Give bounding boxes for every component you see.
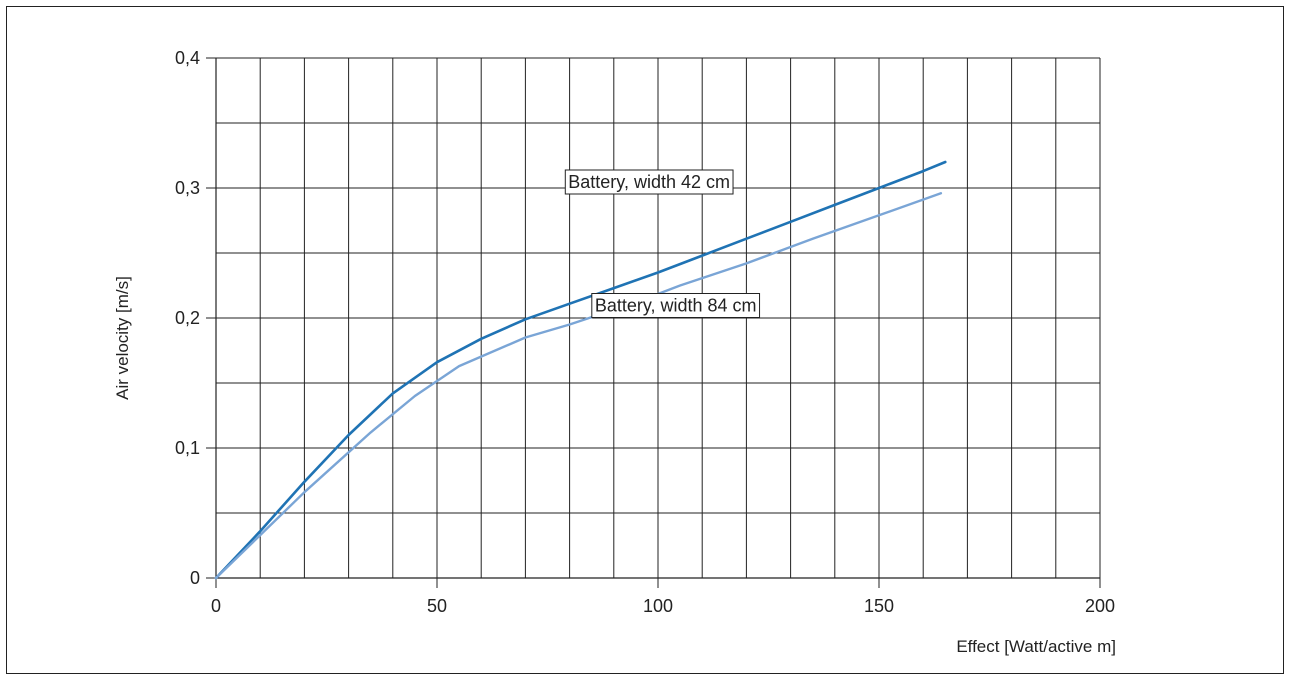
y-tick-label: 0,1 xyxy=(175,438,200,458)
series-labels: Battery, width 42 cm Battery, width 84 cm xyxy=(564,169,761,318)
x-tick-label: 50 xyxy=(427,596,447,616)
x-tick-label: 150 xyxy=(864,596,894,616)
x-tick-label: 100 xyxy=(643,596,673,616)
y-tick-label: 0,4 xyxy=(175,48,200,68)
x-tick-label: 0 xyxy=(211,596,221,616)
series-label-text: Battery, width 84 cm xyxy=(595,296,757,316)
series-line-1 xyxy=(214,160,947,580)
series-label-2: Battery, width 84 cm xyxy=(591,293,761,318)
series-line-2 xyxy=(214,191,943,580)
y-tick-label: 0,2 xyxy=(175,308,200,328)
x-axis-title: Effect [Watt/active m] xyxy=(956,637,1116,656)
series-label-box xyxy=(564,169,734,195)
series-label-box xyxy=(591,293,761,318)
y-tick-label: 0 xyxy=(190,568,200,588)
series-label-text: Battery, width 42 cm xyxy=(568,172,730,192)
series-label-1: Battery, width 42 cm xyxy=(564,169,734,195)
chart-frame xyxy=(6,6,1284,674)
x-tick-label: 200 xyxy=(1085,596,1115,616)
series-group xyxy=(214,160,947,580)
y-tick-label: 0,3 xyxy=(175,178,200,198)
axes: 0 0,1 0,2 0,3 0,4 0 50 100 150 200 xyxy=(175,48,1115,616)
y-axis-title: Air velocity [m/s] xyxy=(113,276,132,400)
